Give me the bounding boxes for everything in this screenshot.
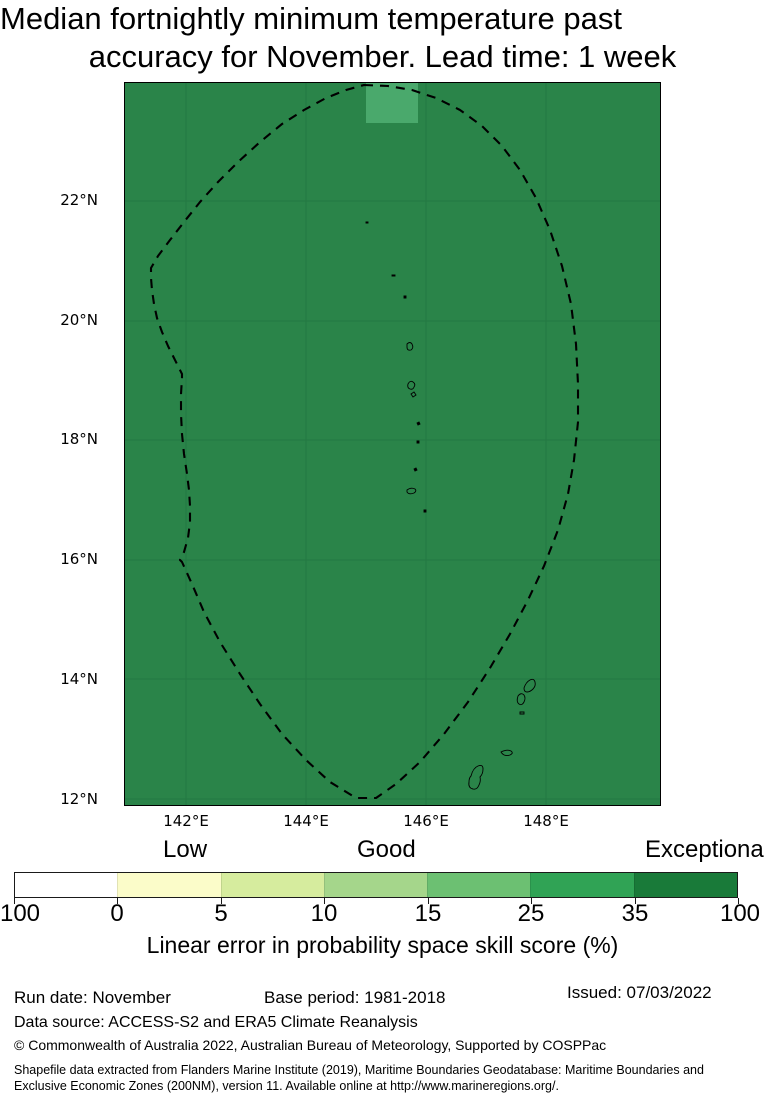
footer-run-date: Run date: November — [14, 988, 171, 1007]
colorbar-segment-0 — [15, 873, 118, 897]
footer-base-period: Base period: 1981-2018 — [264, 988, 446, 1007]
colorbar-tickmark-5 — [531, 898, 532, 904]
colorbar-tickmark-7 — [738, 898, 739, 904]
map-vectors — [124, 82, 661, 806]
colorbar-tickmark-3 — [324, 898, 325, 904]
colorbar-tickmark-4 — [428, 898, 429, 904]
colorbar-tickmark-1 — [117, 898, 118, 904]
colorbar-segment-4 — [427, 873, 531, 897]
colorbar-ticklabel-5: 25 — [517, 900, 545, 927]
map-canvas — [124, 82, 661, 806]
colorbar-segment-2 — [220, 873, 324, 897]
colorbar-ticklabel-2: 5 — [214, 900, 228, 927]
map-ytick-16N: 16°N — [60, 550, 98, 568]
map-ytick-18N: 18°N — [60, 430, 98, 448]
colorbar-category-good: Good — [357, 836, 416, 863]
colorbar-block: Low Good Exceptional 100 0 5 10 15 25 35… — [0, 836, 765, 958]
map-ytick-14N: 14°N — [60, 670, 98, 688]
map-ytick-12N: 12°N — [60, 790, 98, 808]
colorbar-ticklabel-1: 0 — [110, 900, 124, 927]
colorbar-category-exceptional: Exceptional — [645, 836, 765, 863]
chart-title-line-2: accuracy for November. Lead time: 1 week — [88, 39, 677, 74]
colorbar-ticklabel-4: 15 — [414, 900, 442, 927]
colorbar-axis-title: Linear error in probability space skill … — [146, 932, 619, 958]
map-xtick-144E: 144°E — [283, 812, 329, 830]
colorbar-tickmark-2 — [221, 898, 222, 904]
colorbar-segment-1 — [117, 873, 221, 897]
eez-boundary — [149, 83, 580, 800]
colorbar-segment-3 — [323, 873, 428, 897]
map-ytick-20N: 20°N — [60, 311, 98, 329]
chart-title-line-1: Median fortnightly minimum temperature p… — [0, 1, 622, 36]
map-xtick-142E: 142°E — [163, 812, 209, 830]
footer-shapefile-attribution: Shapefile data extracted from Flanders M… — [14, 1063, 704, 1093]
footer-data-source: Data source: ACCESS-S2 and ERA5 Climate … — [14, 1014, 418, 1031]
map-ytick-22N: 22°N — [60, 191, 98, 209]
colorbar-ticklabel-7: 100 — [719, 900, 761, 927]
map-xtick-146E: 146°E — [403, 812, 449, 830]
coastlines — [365, 221, 536, 790]
colorbar-tickmark-0 — [14, 898, 15, 904]
map-cell-highlight — [366, 82, 418, 123]
colorbar-segment-6 — [633, 873, 737, 897]
colorbar-category-low: Low — [163, 836, 208, 863]
footer-issued-date: Issued: 07/03/2022 — [567, 983, 712, 1002]
colorbar-gradient — [14, 872, 738, 898]
colorbar-ticklabel-3: 10 — [310, 900, 338, 927]
colorbar-tickmark-6 — [635, 898, 636, 904]
footer-block: Run date: November Base period: 1981-201… — [0, 978, 765, 1095]
map-gridlines — [124, 82, 661, 806]
colorbar-ticklabel-0: 100 — [0, 900, 41, 927]
footer-copyright: © Commonwealth of Australia 2022, Austra… — [14, 1037, 607, 1053]
map-plot — [124, 82, 661, 806]
colorbar-ticklabel-6: 35 — [621, 900, 649, 927]
map-xtick-148E: 148°E — [523, 812, 569, 830]
chart-title: Median fortnightly minimum temperature p… — [0, 0, 765, 78]
colorbar-segment-5 — [530, 873, 634, 897]
